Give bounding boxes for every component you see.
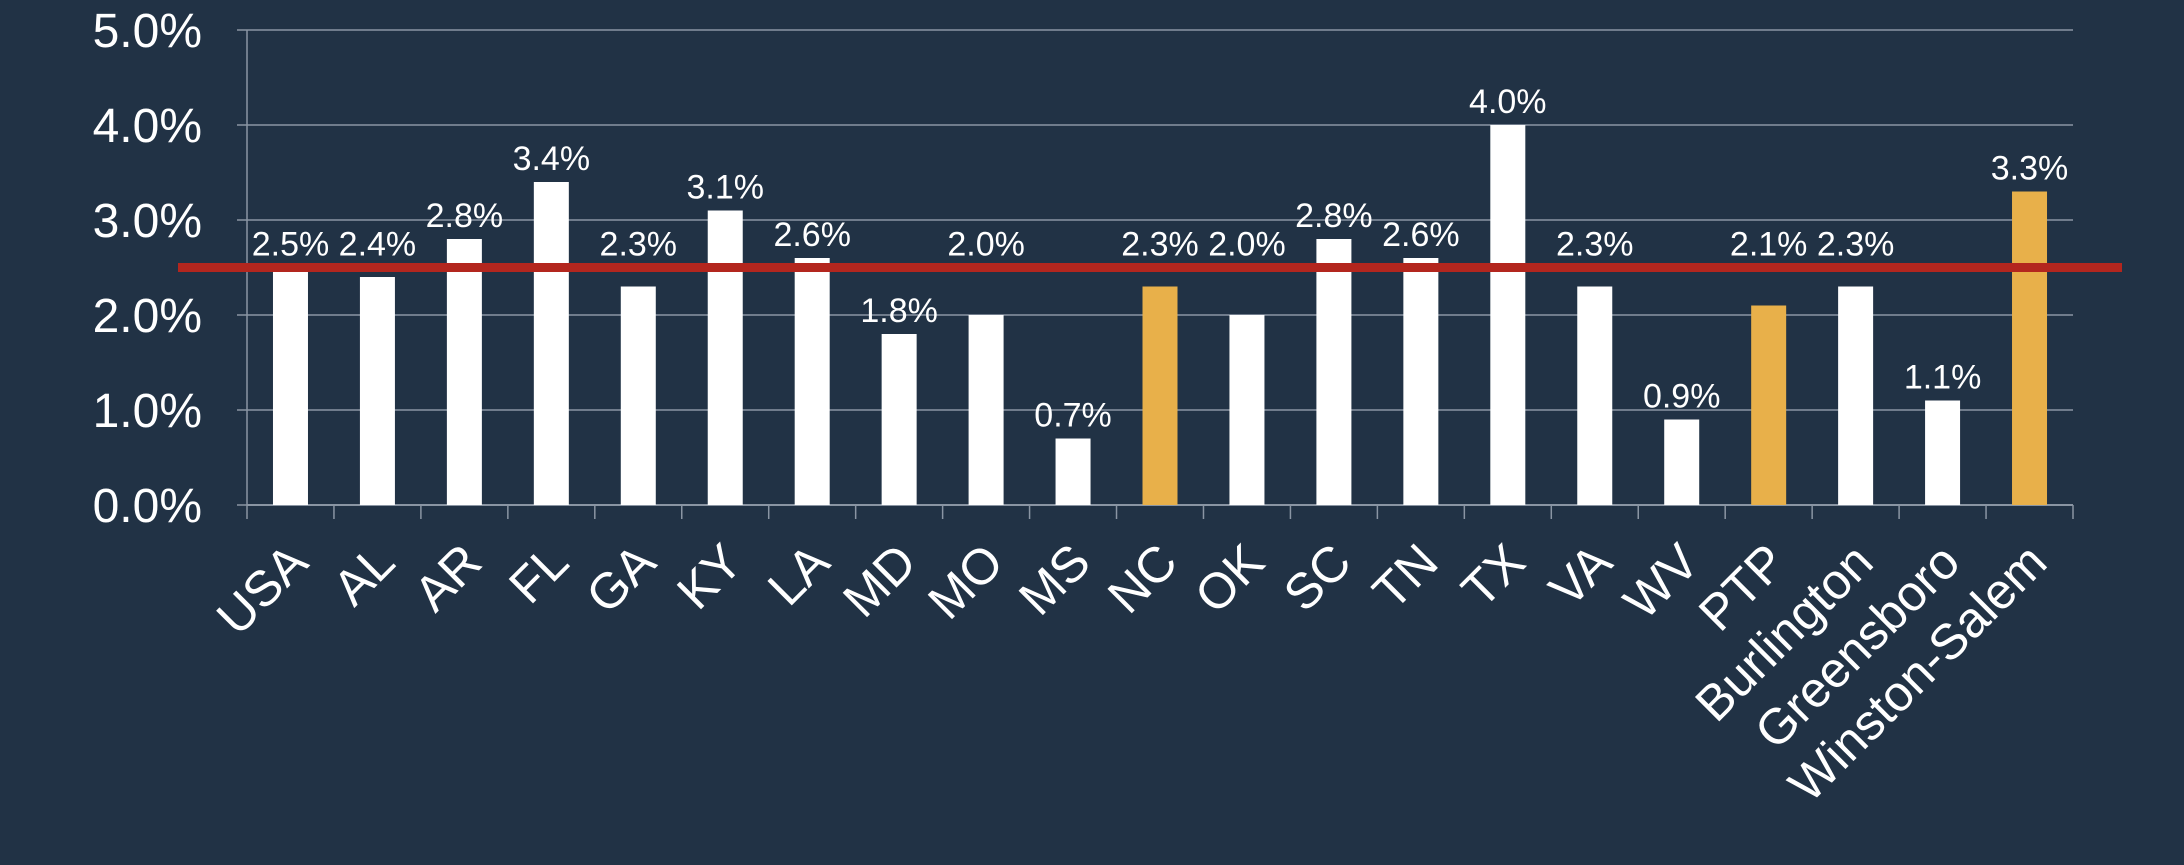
bars — [272, 125, 2048, 505]
data-label: 2.1% — [1730, 226, 1808, 264]
data-label: 2.3% — [1121, 226, 1199, 264]
data-label: 2.6% — [773, 216, 851, 254]
data-label: 3.4% — [513, 140, 591, 178]
y-tick-label: 3.0% — [93, 195, 202, 248]
data-label: 3.1% — [686, 169, 764, 207]
data-label: 3.3% — [1991, 150, 2069, 188]
y-tick-label: 4.0% — [93, 100, 202, 153]
bar-usa — [272, 267, 308, 505]
bar-md — [881, 334, 917, 505]
bar-ga — [620, 286, 656, 505]
data-label: 2.0% — [1208, 226, 1286, 264]
bar-nc — [1142, 286, 1178, 505]
bar-tx — [1490, 125, 1526, 505]
data-label: 2.3% — [1817, 226, 1895, 264]
y-tick-label: 1.0% — [93, 385, 202, 438]
bar-burlington — [1838, 286, 1874, 505]
bar-la — [794, 258, 830, 505]
y-axis-ticks: 0.0% 1.0% 2.0% 3.0% 4.0% 5.0% — [93, 5, 202, 533]
data-label: 0.7% — [1034, 397, 1112, 435]
data-label: 1.8% — [860, 292, 938, 330]
bar-mo — [968, 315, 1004, 505]
bar-ar — [446, 239, 482, 505]
data-label: 0.9% — [1643, 378, 1721, 416]
bar-wv — [1664, 419, 1700, 505]
bar-va — [1577, 286, 1613, 505]
data-label: 2.6% — [1382, 216, 1460, 254]
data-label: 4.0% — [1469, 83, 1547, 121]
bar-greensboro — [1925, 400, 1961, 505]
bar-al — [359, 277, 395, 505]
bar-sc — [1316, 239, 1352, 505]
bar-ptp — [1751, 305, 1787, 505]
data-labels: 2.5% 2.4%2.8%3.4%2.3%3.1%2.6%1.8%2.0%0.7%… — [252, 83, 2069, 435]
bar-winston-salem — [2012, 191, 2048, 505]
bar-ky — [707, 210, 743, 505]
data-label: 2.4% — [339, 226, 417, 264]
data-label: 2.5% — [252, 226, 330, 264]
data-label: 2.3% — [1556, 226, 1634, 264]
bar-ok — [1229, 315, 1265, 505]
bar-tn — [1403, 258, 1439, 505]
y-tick-label: 2.0% — [93, 290, 202, 343]
data-label: 2.0% — [947, 226, 1025, 264]
data-label: 2.8% — [426, 197, 504, 235]
data-label: 1.1% — [1904, 359, 1982, 397]
y-tick-label: 0.0% — [93, 480, 202, 533]
y-tick-label: 5.0% — [93, 5, 202, 58]
data-label: 2.8% — [1295, 197, 1373, 235]
bar-ms — [1055, 438, 1091, 505]
bar-fl — [533, 182, 569, 505]
data-label: 2.3% — [600, 226, 678, 264]
